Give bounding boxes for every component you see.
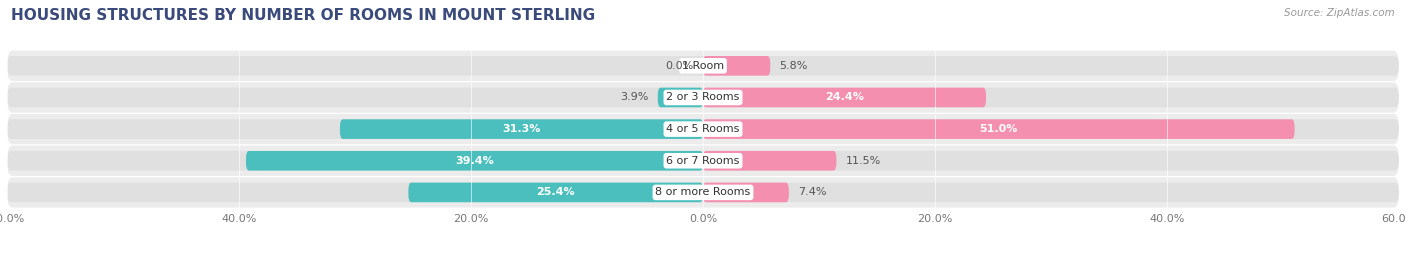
FancyBboxPatch shape	[7, 119, 1399, 139]
FancyBboxPatch shape	[7, 82, 1399, 113]
Text: 2 or 3 Rooms: 2 or 3 Rooms	[666, 93, 740, 102]
Text: 25.4%: 25.4%	[536, 187, 575, 197]
FancyBboxPatch shape	[7, 56, 1399, 76]
Text: Source: ZipAtlas.com: Source: ZipAtlas.com	[1284, 8, 1395, 18]
FancyBboxPatch shape	[7, 88, 1399, 107]
FancyBboxPatch shape	[408, 183, 703, 202]
Text: 24.4%: 24.4%	[825, 93, 863, 102]
Text: 39.4%: 39.4%	[456, 156, 494, 166]
Text: 5.8%: 5.8%	[779, 61, 808, 71]
FancyBboxPatch shape	[703, 119, 1295, 139]
Text: 3.9%: 3.9%	[620, 93, 648, 102]
Text: 11.5%: 11.5%	[845, 156, 882, 166]
Text: 51.0%: 51.0%	[980, 124, 1018, 134]
Text: 1 Room: 1 Room	[682, 61, 724, 71]
FancyBboxPatch shape	[246, 151, 703, 171]
FancyBboxPatch shape	[7, 146, 1399, 176]
FancyBboxPatch shape	[703, 183, 789, 202]
FancyBboxPatch shape	[7, 51, 1399, 81]
FancyBboxPatch shape	[703, 151, 837, 171]
Text: 4 or 5 Rooms: 4 or 5 Rooms	[666, 124, 740, 134]
FancyBboxPatch shape	[7, 183, 1399, 202]
Text: 0.0%: 0.0%	[665, 61, 693, 71]
Text: 7.4%: 7.4%	[799, 187, 827, 197]
FancyBboxPatch shape	[703, 56, 770, 76]
Text: 8 or more Rooms: 8 or more Rooms	[655, 187, 751, 197]
FancyBboxPatch shape	[7, 114, 1399, 144]
FancyBboxPatch shape	[7, 151, 1399, 171]
Text: HOUSING STRUCTURES BY NUMBER OF ROOMS IN MOUNT STERLING: HOUSING STRUCTURES BY NUMBER OF ROOMS IN…	[11, 8, 595, 23]
Text: 31.3%: 31.3%	[502, 124, 541, 134]
FancyBboxPatch shape	[658, 88, 703, 107]
FancyBboxPatch shape	[340, 119, 703, 139]
Text: 6 or 7 Rooms: 6 or 7 Rooms	[666, 156, 740, 166]
FancyBboxPatch shape	[7, 177, 1399, 208]
FancyBboxPatch shape	[703, 88, 986, 107]
